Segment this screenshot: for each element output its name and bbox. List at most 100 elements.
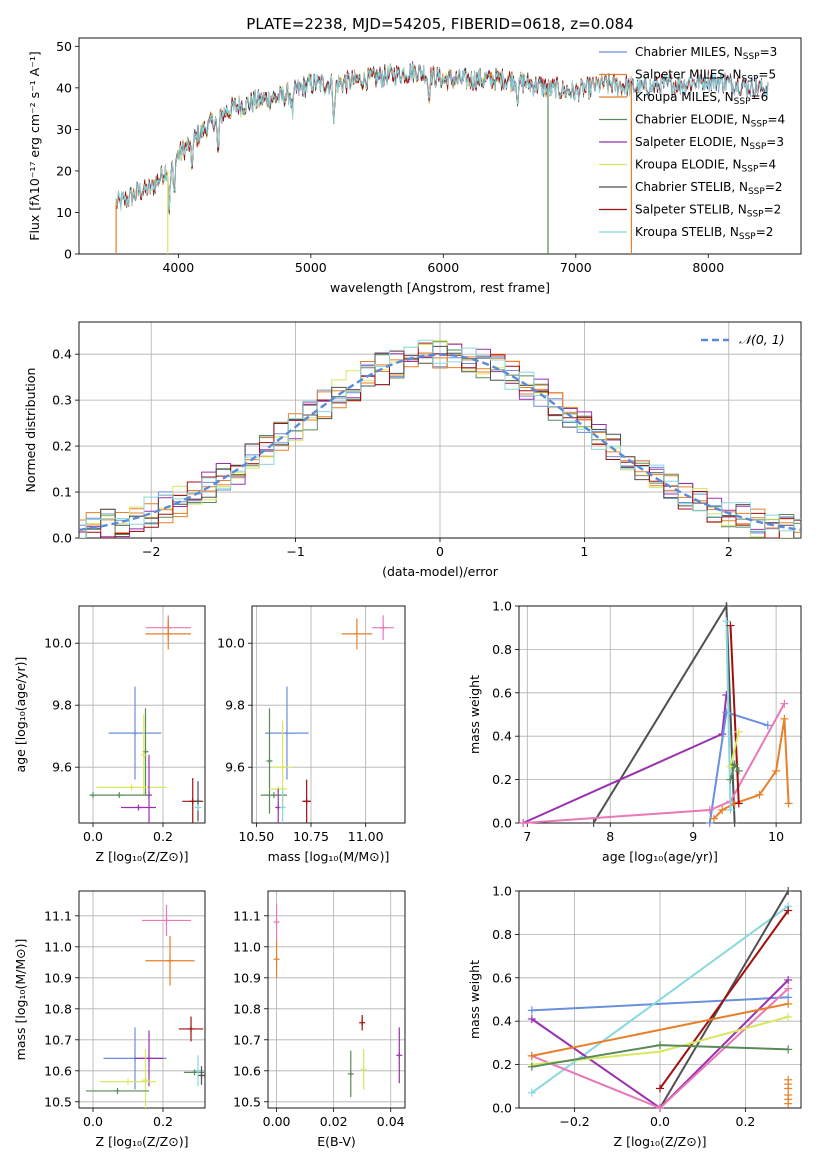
axes-frame <box>267 890 406 1109</box>
y-tick-label: 10.8 <box>233 1001 261 1016</box>
plot-area <box>273 903 403 1098</box>
y-tick-label: 50 <box>56 39 72 54</box>
y-axis-label: mass [log₁₀(M/M⊙)] <box>13 939 28 1061</box>
y-tick-label: 10.7 <box>233 1032 261 1047</box>
y-axis-label: Normed distribution <box>23 368 38 493</box>
x-axis-label: Z [log₁₀(Z/Z⊙)] <box>96 1134 189 1149</box>
weight-vs-metallicity-panel: −0.2 0.0 0.2 0.0 0.2 0.4 0.6 0.8 1.0 Z [log₁₀(Z/Z… <box>467 884 802 1149</box>
gaussian-curve <box>79 353 801 532</box>
x-tick-label: −1 <box>286 544 304 559</box>
y-axis-label: mass weight <box>467 960 482 1039</box>
x-tick-label: 0.0 <box>83 1114 103 1129</box>
series-line <box>729 731 740 767</box>
histogram-series <box>79 345 801 538</box>
y-tick-label: 0.6 <box>492 970 512 985</box>
spectrum-line-kroupa-elodie <box>167 64 549 211</box>
y-tick-label: 10 <box>56 205 72 220</box>
y-tick-label: 11.1 <box>233 908 261 923</box>
x-tick-label: 8 <box>606 829 614 844</box>
y-axis-label: mass weight <box>467 675 482 754</box>
y-tick-label: 0.2 <box>52 439 72 454</box>
y-tick-label: 0.0 <box>492 816 512 831</box>
y-tick-label: 11.0 <box>233 939 261 954</box>
y-tick-label: 0.4 <box>492 1014 512 1029</box>
plot-area <box>260 615 395 823</box>
x-axis-label: E(B-V) <box>317 1134 356 1149</box>
plot-area <box>527 887 793 1112</box>
age-vs-mass-panel: 10.50 10.75 11.00 9.6 9.8 10.0 mass [log₁₀(M/M… <box>217 605 406 864</box>
y-tick-label: 1.0 <box>492 599 512 614</box>
y-tick-label: 0 <box>64 247 72 262</box>
series-line <box>523 703 786 824</box>
x-tick-label: 7000 <box>560 260 592 275</box>
series-line <box>531 905 789 1094</box>
x-tick-label: 10.75 <box>293 829 329 844</box>
y-tick-label: 10.0 <box>217 636 245 651</box>
residual-histogram-panel: −2 −1 0 1 2 0.0 0.1 0.2 0.3 0.4 (data-model)/error… <box>23 321 802 579</box>
y-tick-label: 0.1 <box>52 485 72 500</box>
series-line <box>659 909 790 1090</box>
x-tick-label: 0.2 <box>736 1114 756 1129</box>
y-tick-label: 0.0 <box>52 531 72 546</box>
x-tick-label: 4000 <box>162 260 194 275</box>
y-tick-label: 10.7 <box>44 1032 72 1047</box>
legend-label: Salpeter ELODIE, NSSP=3 <box>635 135 784 152</box>
y-tick-label: 40 <box>56 80 72 95</box>
axes-frame <box>518 605 802 824</box>
spectrum-line-kroupa-stelib <box>115 63 769 212</box>
y-tick-label: 20 <box>56 163 72 178</box>
mass-vs-metallicity-panel: 0.0 0.2 10.5 10.6 10.7 10.8 10.9 11.0 11.1 Z [log… <box>13 890 206 1149</box>
y-tick-label: 9.8 <box>52 698 72 713</box>
x-tick-label: 1 <box>580 544 588 559</box>
legend-label: Chabrier ELODIE, NSSP=4 <box>635 113 785 130</box>
x-tick-label: −0.2 <box>559 1114 589 1129</box>
x-tick-label: 0.0 <box>83 829 103 844</box>
series-line <box>522 694 728 824</box>
x-tick-label: 6000 <box>427 260 459 275</box>
y-tick-label: 0.4 <box>52 347 72 362</box>
x-axis-label: Z [log₁₀(Z/Z⊙)] <box>96 849 189 864</box>
x-tick-label: 8000 <box>692 260 724 275</box>
legend-label: Kroupa ELODIE, NSSP=4 <box>635 158 776 175</box>
y-tick-label: 10.9 <box>233 970 261 985</box>
y-tick-label: 10.6 <box>233 1063 261 1078</box>
y-tick-label: 9.8 <box>225 698 245 713</box>
plot-area <box>89 615 204 823</box>
plot-area <box>86 904 205 1108</box>
y-tick-label: 0.0 <box>492 1101 512 1116</box>
series-line <box>729 625 740 804</box>
x-tick-label: 5000 <box>295 260 327 275</box>
plot-area <box>115 61 769 254</box>
x-tick-label: 0.2 <box>153 1114 173 1129</box>
y-tick-label: 10.5 <box>44 1094 72 1109</box>
legend-label: Kroupa STELIB, NSSP=2 <box>635 225 773 242</box>
y-axis-label: age [log₁₀(age/yr)] <box>13 657 28 773</box>
y-tick-label: 10.8 <box>44 1001 72 1016</box>
legend-label: Chabrier MILES, NSSP=3 <box>635 45 777 62</box>
legend-label: 𝒩(0, 1) <box>739 332 785 347</box>
plot-area <box>79 339 801 538</box>
x-axis-label: (data-model)/error <box>382 564 499 579</box>
legend-label: Chabrier STELIB, NSSP=2 <box>635 180 783 197</box>
y-tick-label: 0.2 <box>492 772 512 787</box>
legend-label: Salpeter MILES, NSSP=5 <box>635 68 776 85</box>
y-tick-label: 11.1 <box>44 908 72 923</box>
axes-frame <box>78 321 802 539</box>
weight-vs-age-panel: 7 8 9 10 0.0 0.2 0.4 0.6 0.8 1.0 age [log₁₀(age/yr… <box>467 599 802 864</box>
x-tick-label: 2 <box>725 544 733 559</box>
y-tick-label: 0.8 <box>492 642 512 657</box>
x-tick-label: 10 <box>768 829 784 844</box>
y-tick-label: 10.0 <box>44 636 72 651</box>
y-tick-label: 10.9 <box>44 970 72 985</box>
mass-vs-ebv-panel: 0.00 0.02 0.04 10.5 10.6 10.7 10.8 10.9 11.0 11.1… <box>233 890 406 1149</box>
y-tick-label: 0.3 <box>52 393 72 408</box>
y-tick-label: 10.6 <box>44 1063 72 1078</box>
axes-frame <box>78 890 206 1109</box>
axes-frame <box>78 605 206 824</box>
x-axis-label: age [log₁₀(age/yr)] <box>602 849 718 864</box>
y-tick-label: 9.6 <box>52 760 72 775</box>
y-axis-label: Flux [fλ10⁻¹⁷ erg cm⁻² s⁻¹ A⁻¹] <box>27 51 42 240</box>
x-tick-label: 10.50 <box>238 829 274 844</box>
plot-area <box>519 602 793 827</box>
y-tick-label: 0.6 <box>492 685 512 700</box>
